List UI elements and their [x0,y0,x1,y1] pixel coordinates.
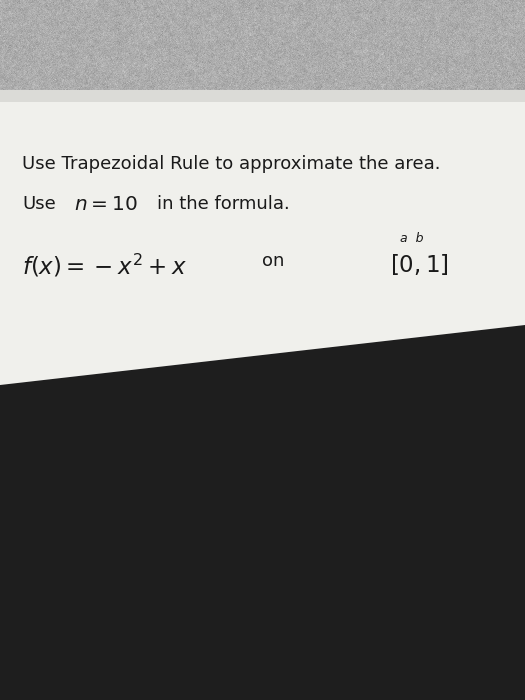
Text: $n = 10$: $n = 10$ [74,195,138,214]
Text: in the formula.: in the formula. [157,195,290,213]
Text: $f(x) = -x^2 + x$: $f(x) = -x^2 + x$ [22,252,187,279]
Polygon shape [0,325,525,700]
Bar [0,90,525,102]
Text: a  b: a b [400,232,424,245]
Text: Use Trapezoidal Rule to approximate the area.: Use Trapezoidal Rule to approximate the … [22,155,440,173]
Text: on: on [262,252,285,270]
Text: Use: Use [22,195,56,213]
Polygon shape [0,90,525,385]
Text: $[0, 1]$: $[0, 1]$ [390,252,449,277]
